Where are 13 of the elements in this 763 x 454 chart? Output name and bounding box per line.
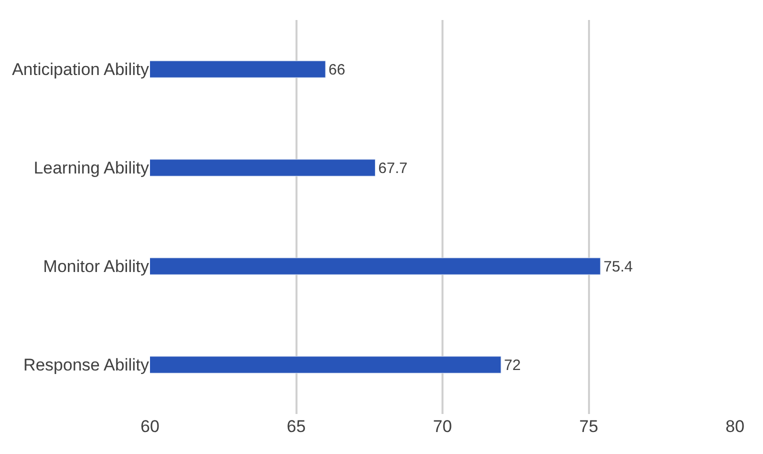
x-tick-label: 70 <box>433 417 452 436</box>
y-tick-label: Anticipation Ability <box>12 60 150 80</box>
x-tick-label: 75 <box>579 417 598 436</box>
x-tick-label: 65 <box>286 417 306 436</box>
data-label: 75.4 <box>603 258 633 276</box>
data-label: 67.7 <box>378 160 408 177</box>
y-tick-label: Monitor Ability <box>43 257 150 276</box>
y-tick-label: Learning Ability <box>34 158 150 178</box>
y-tick-label: Response Ability <box>23 356 150 375</box>
x-tick-label: 80 <box>726 417 744 436</box>
data-label: 66 <box>328 61 346 78</box>
x-tick-label: 60 <box>140 417 160 436</box>
data-label: 72 <box>504 356 521 374</box>
